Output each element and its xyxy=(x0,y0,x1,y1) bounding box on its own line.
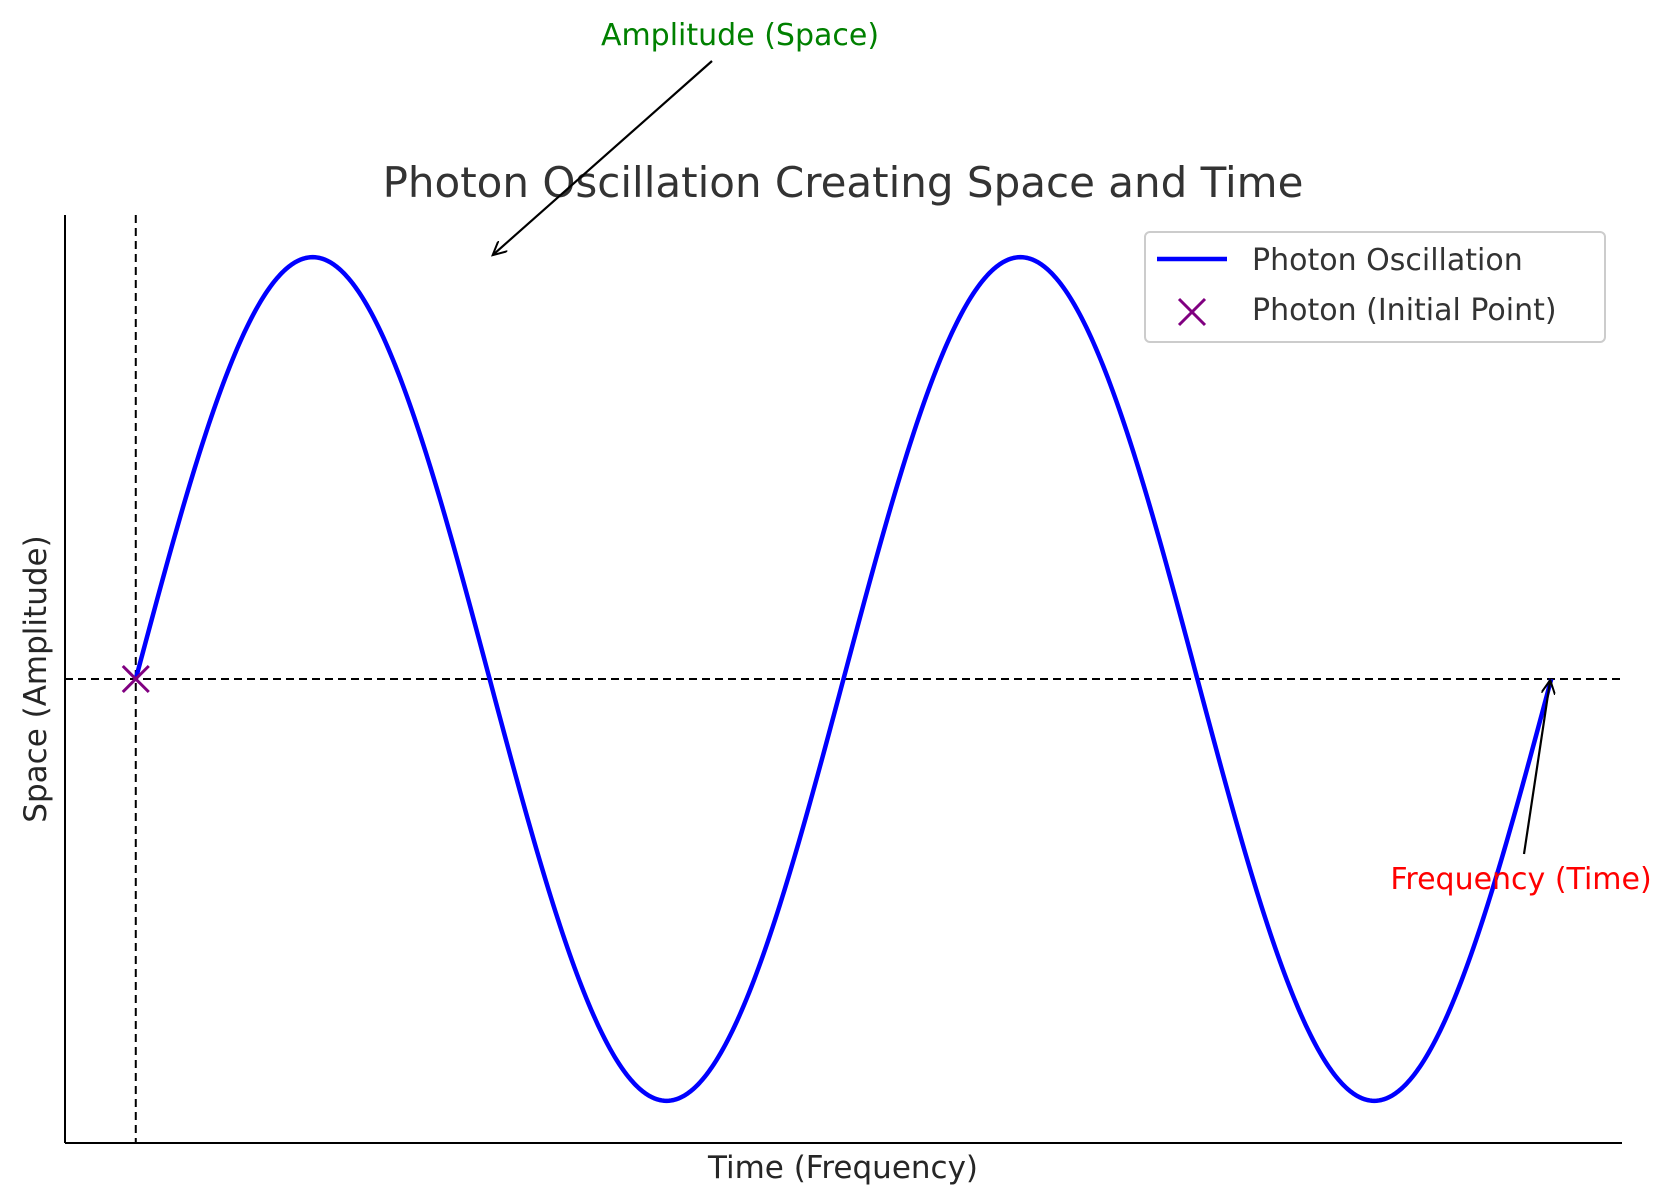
amplitude-annotation-label: Amplitude (Space) xyxy=(601,18,879,53)
legend-frame xyxy=(1144,231,1606,343)
amplitude-annotation-arrow xyxy=(493,60,713,255)
frequency-annotation-arrow xyxy=(1522,680,1550,855)
legend-label-photon-oscillation: Photon Oscillation xyxy=(1252,243,1523,278)
legend-label-photon-initial-point: Photon (Initial Point) xyxy=(1252,293,1557,328)
photon-initial-point-marker xyxy=(121,664,150,694)
amplitude-annotation: Amplitude (Space) xyxy=(493,18,879,255)
frequency-annotation: Frequency (Time) xyxy=(1390,680,1652,897)
photon-oscillation-line xyxy=(133,254,1554,1104)
legend: Photon Oscillation Photon (Initial Point… xyxy=(1144,231,1606,343)
x-axis-label: Time (Frequency) xyxy=(707,1150,978,1186)
chart-title: Photon Oscillation Creating Space and Ti… xyxy=(383,158,1304,207)
y-axis-label: Space (Amplitude) xyxy=(18,535,54,822)
frequency-annotation-label: Frequency (Time) xyxy=(1390,862,1651,897)
legend-marker-swatch xyxy=(1177,297,1207,327)
plot-area xyxy=(64,215,1622,1144)
